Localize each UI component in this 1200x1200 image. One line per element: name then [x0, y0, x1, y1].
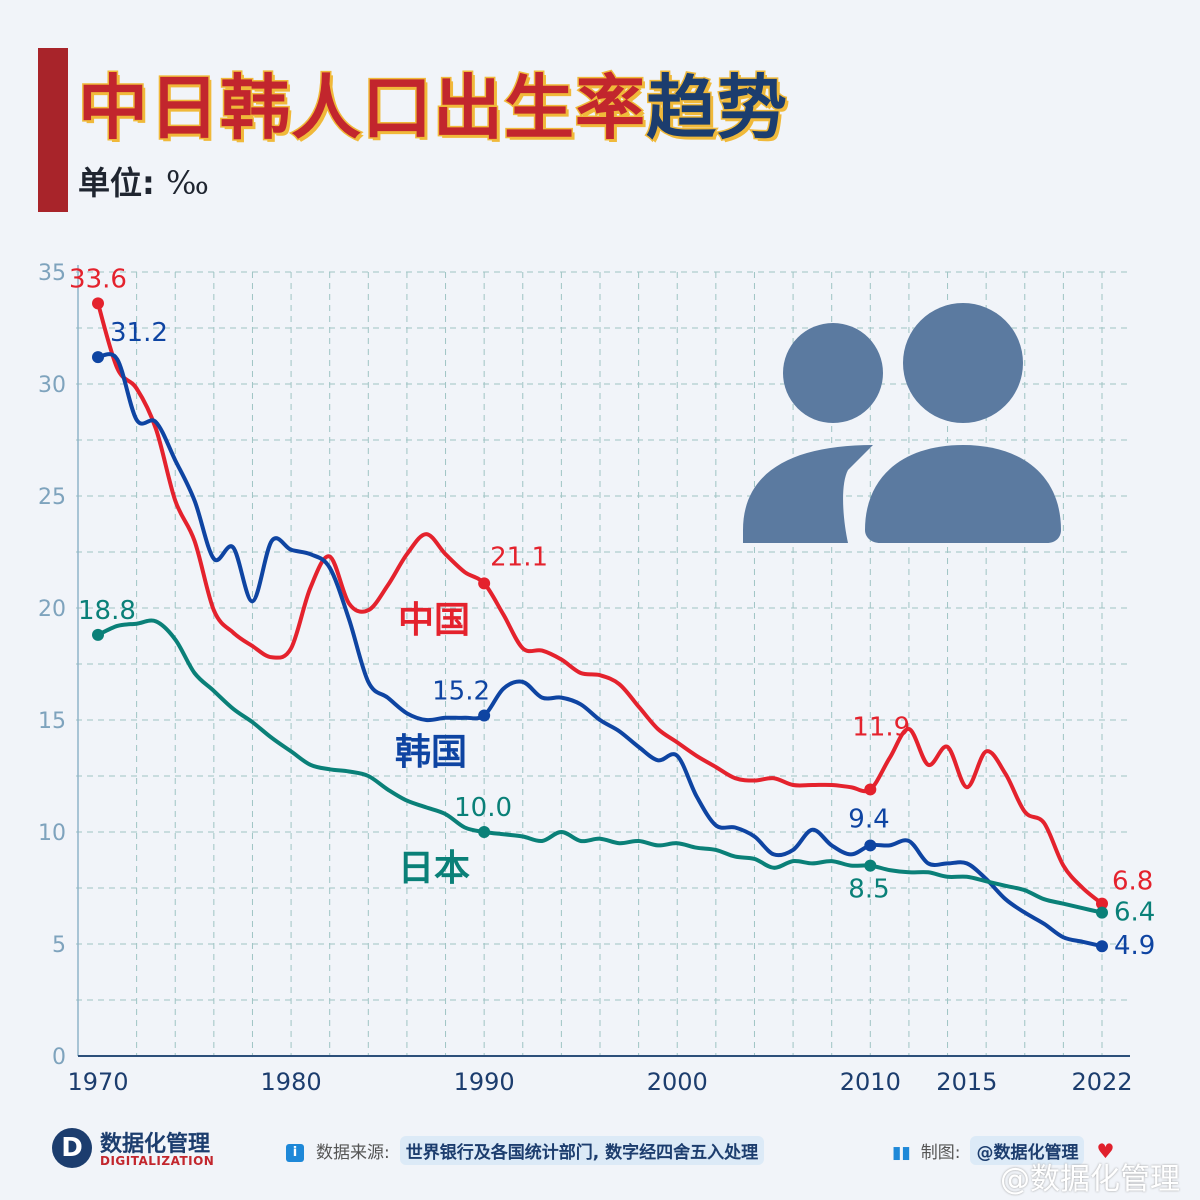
x-tick-label: 2022: [1071, 1068, 1132, 1096]
title-part-2: 趋势: [645, 66, 789, 151]
maker-label: 制图:: [920, 1143, 961, 1163]
y-tick-label: 0: [52, 1045, 66, 1070]
maker-text: @数据化管理: [970, 1136, 1085, 1165]
users-icon: [743, 303, 1061, 543]
x-tick-label: 1980: [261, 1068, 322, 1096]
weibo-watermark: @数据化管理: [1000, 1162, 1180, 1197]
x-tick-label: 1990: [454, 1068, 515, 1096]
data-point-marker: [92, 297, 104, 310]
x-tick-label: 2015: [936, 1068, 997, 1096]
title-part-1: 中日韩人口出生率: [77, 66, 647, 151]
source-text: 世界银行及各国统计部门, 数字经四舍五入处理: [399, 1136, 765, 1165]
y-tick-label: 25: [38, 485, 66, 510]
data-point-marker: [864, 783, 877, 796]
data-label: 9.4: [848, 804, 889, 834]
series-label-china: 中国: [398, 600, 470, 641]
data-label: 6.8: [1112, 867, 1153, 897]
heart-icon: ♥: [1096, 1139, 1115, 1163]
data-label: 33.6: [69, 264, 127, 294]
title-accent-bar: [38, 48, 68, 212]
unit-label-text: 单位:: [78, 164, 155, 202]
chart-maker: ▮▮ 制图: @数据化管理 ♥: [892, 1136, 1114, 1176]
info-icon: i: [286, 1144, 304, 1162]
page-title: 中日韩人口出生率趋势: [77, 52, 789, 153]
x-tick-label: 2010: [840, 1068, 901, 1096]
data-labels: 33.6 21.1 11.9 6.8 31.2 15.2 9.4 4.9 18.8 10.0 8.5…: [69, 264, 1155, 961]
series-label-korea: 韩国: [395, 732, 467, 773]
data-label: 18.8: [78, 596, 136, 626]
data-point-marker: [1096, 940, 1108, 953]
chart-icon: ▮▮: [892, 1143, 911, 1163]
data-label: 15.2: [432, 677, 490, 707]
data-label: 8.5: [848, 875, 889, 905]
data-point-marker: [864, 859, 877, 872]
data-label: 11.9: [852, 712, 910, 742]
y-tick-label: 35: [38, 261, 66, 286]
x-tick-label: 1970: [67, 1068, 128, 1096]
data-label: 10.0: [454, 793, 512, 823]
data-label: 6.4: [1114, 898, 1155, 928]
data-point-marker: [1096, 906, 1108, 919]
series-label-japan: 日本: [398, 848, 470, 889]
logo-text-cn: 数据化管理: [100, 1132, 211, 1157]
y-tick-label: 15: [38, 709, 66, 734]
source-label: 数据来源:: [316, 1143, 390, 1163]
data-source: i 数据来源: 世界银行及各国统计部门, 数字经四舍五入处理: [286, 1136, 765, 1176]
unit-symbol: ‰: [165, 164, 209, 202]
y-tick-label: 5: [52, 933, 66, 958]
series-line-japan: [96, 618, 1104, 915]
data-point-marker: [92, 628, 104, 641]
data-point-marker: [92, 351, 104, 364]
logo-mark: D: [52, 1128, 92, 1168]
data-point-marker: [478, 826, 491, 838]
y-tick-label: 30: [38, 373, 66, 398]
data-point-marker: [864, 839, 877, 852]
x-tick-label: 2000: [647, 1068, 708, 1096]
data-point-marker: [478, 709, 491, 722]
series-lines: [96, 301, 1104, 949]
unit-label: 单位: ‰: [78, 158, 209, 204]
y-tick-label: 20: [38, 597, 66, 622]
grid-lines: [76, 271, 1130, 1056]
data-point-marker: [478, 577, 491, 590]
data-label: 21.1: [490, 542, 548, 572]
series-line-china: [96, 301, 1104, 906]
series-line-korea: [96, 352, 1104, 949]
data-label: 31.2: [110, 318, 168, 348]
logo-text-en: DIGITALIZATION: [100, 1154, 215, 1168]
data-label: 4.9: [1114, 931, 1155, 961]
data-point-marker: [1096, 897, 1108, 910]
axes: 0 5 10 15 20 25 30 35 1970 1980 1990 2000 2010 2015 20…: [38, 261, 1133, 1096]
y-tick-label: 10: [38, 821, 66, 846]
